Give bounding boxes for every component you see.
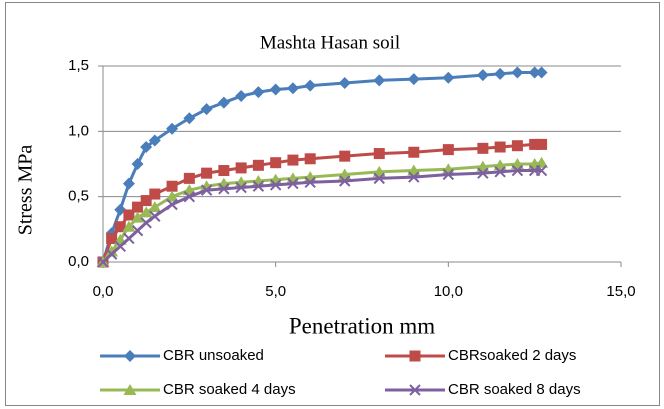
y-tick-label: 1,0 [68,122,89,139]
marker [218,183,230,195]
marker [201,167,213,179]
marker [535,66,548,79]
marker [442,144,454,156]
marker [373,148,385,160]
marker [132,201,144,213]
marker [511,164,524,177]
legend-marker [123,384,137,395]
marker [131,158,144,170]
marker [122,220,136,232]
marker [494,67,507,80]
marker [494,141,506,153]
legend-marker [409,350,421,362]
legend-label: CBR unsoaked [163,347,264,364]
marker [114,221,126,233]
marker [286,82,299,95]
y-axis-label: Stress MPa [15,145,37,236]
marker [511,140,523,152]
marker [287,177,299,190]
marker [535,156,549,168]
marker [339,150,351,162]
marker [183,190,196,203]
marker [149,210,161,222]
y-tick-label: 1,5 [68,57,89,74]
marker [339,175,351,187]
legend-marker [409,384,421,396]
legend-marker [124,350,136,362]
marker [270,157,282,169]
marker [528,66,541,79]
marker [373,172,385,185]
legend-label: CBR soaked 4 days [163,381,296,398]
marker [166,198,178,211]
marker [148,201,162,213]
marker [511,66,524,79]
marker [252,86,265,99]
chart-title: Mashta Hasan soil [260,32,400,53]
x-tick-label: 5,0 [265,283,286,300]
marker [122,177,135,190]
chart-border [5,2,660,406]
marker [131,211,145,223]
marker [217,96,230,109]
marker [476,69,489,82]
marker [140,195,152,207]
marker [183,172,195,184]
marker [252,159,264,171]
marker [408,171,420,183]
marker [139,206,153,218]
marker [252,180,265,192]
marker [494,166,506,178]
marker [304,153,316,165]
marker [407,73,420,86]
marker [477,167,489,179]
marker [287,154,299,166]
marker [149,188,161,200]
marker [140,217,152,229]
x-tick-label: 10,0 [434,283,463,300]
marker [200,103,213,116]
marker [235,181,247,194]
marker [477,142,489,154]
marker [442,168,455,181]
marker [114,203,127,216]
marker [442,71,455,84]
marker [304,176,316,189]
marker [235,90,248,103]
marker [529,138,541,150]
marker [166,180,178,192]
marker [536,138,548,150]
marker [535,164,548,177]
marker [105,245,119,257]
legend-label: CBRsoaked 2 days [448,347,576,364]
marker [106,232,118,244]
marker [183,112,196,125]
marker [123,209,135,221]
marker [304,79,317,92]
marker [140,141,153,154]
marker [269,83,282,96]
legend-label: CBR soaked 8 days [448,381,581,398]
marker [200,184,213,196]
marker [235,162,247,174]
marker [148,134,161,147]
y-tick-label: 0,0 [68,253,89,270]
x-tick-label: 15,0 [606,283,635,300]
marker [165,190,179,202]
marker [269,179,282,191]
x-axis-label: Penetration mm [289,313,435,338]
marker [338,76,351,89]
x-tick-label: 0,0 [93,283,114,300]
marker [166,122,179,135]
marker [373,74,386,87]
marker [408,146,420,158]
marker [218,165,230,177]
y-tick-label: 0,5 [68,188,89,205]
